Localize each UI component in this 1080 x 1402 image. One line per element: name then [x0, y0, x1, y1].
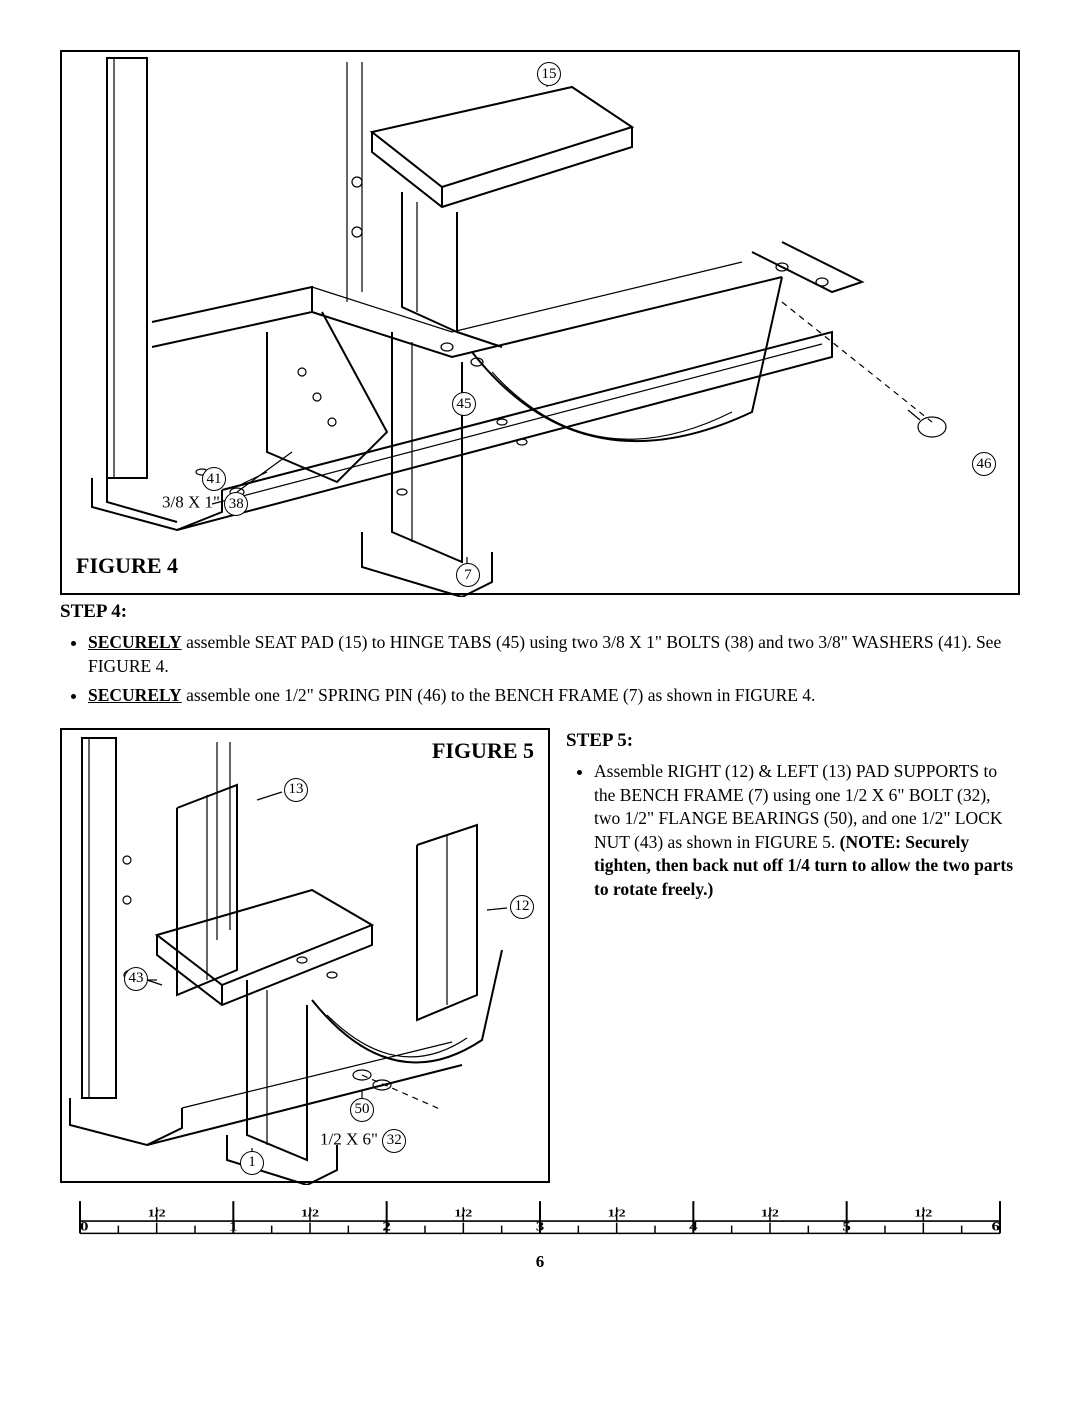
step-4-item-1: SECURELY assemble SEAT PAD (15) to HINGE… — [88, 631, 1020, 678]
callout-46: 46 — [972, 452, 996, 476]
page-number: 6 — [60, 1252, 1020, 1272]
figure-4-label: FIGURE 4 — [76, 553, 178, 579]
figure-4-box: 15 45 41 3/8 X 1" 38 7 46 FIGURE 4 — [60, 50, 1020, 595]
callout-50: 50 — [350, 1098, 374, 1122]
svg-text:4: 4 — [689, 1220, 698, 1234]
figure-5-label: FIGURE 5 — [432, 738, 534, 764]
callout-7: 7 — [456, 563, 480, 587]
callout-43: 43 — [124, 967, 148, 991]
svg-text:1/2: 1/2 — [454, 1207, 472, 1219]
step-4-heading: STEP 4: — [60, 601, 1020, 623]
svg-text:0: 0 — [80, 1220, 88, 1234]
svg-text:1/2: 1/2 — [914, 1207, 932, 1219]
bolt-label-32: 1/2 X 6" 32 — [320, 1129, 406, 1153]
step-4-item-2: SECURELY assemble one 1/2" SPRING PIN (4… — [88, 684, 1020, 708]
callout-15: 15 — [537, 62, 561, 86]
step-5-list: Assemble RIGHT (12) & LEFT (13) PAD SUP­… — [566, 760, 1020, 902]
callout-45: 45 — [452, 392, 476, 416]
step-5-item: Assemble RIGHT (12) & LEFT (13) PAD SUP­… — [594, 760, 1020, 902]
callout-41: 41 — [202, 467, 226, 491]
ruler: 0 1/2 1 1/2 2 1/2 3 1/2 4 1/2 5 1/2 6 — [60, 1195, 1020, 1246]
svg-text:5: 5 — [842, 1220, 851, 1234]
callout-1: 1 — [240, 1151, 264, 1175]
svg-text:2: 2 — [382, 1220, 390, 1234]
figure-5-box: 13 12 43 50 1 1/2 X 6" 32 FIGURE 5 — [60, 728, 550, 1183]
bolt-label-38: 3/8 X 1" 38 — [162, 492, 248, 516]
step-4-list: SECURELY assemble SEAT PAD (15) to HINGE… — [60, 631, 1020, 708]
step-5-heading: STEP 5: — [566, 730, 1020, 752]
svg-text:1/2: 1/2 — [148, 1207, 166, 1219]
svg-text:1/2: 1/2 — [608, 1207, 626, 1219]
svg-text:1/2: 1/2 — [301, 1207, 319, 1219]
svg-text:3: 3 — [536, 1220, 545, 1234]
svg-text:1/2: 1/2 — [761, 1207, 779, 1219]
svg-text:1: 1 — [229, 1220, 237, 1234]
callout-12: 12 — [510, 895, 534, 919]
callout-13: 13 — [284, 778, 308, 802]
svg-text:6: 6 — [992, 1220, 1001, 1234]
